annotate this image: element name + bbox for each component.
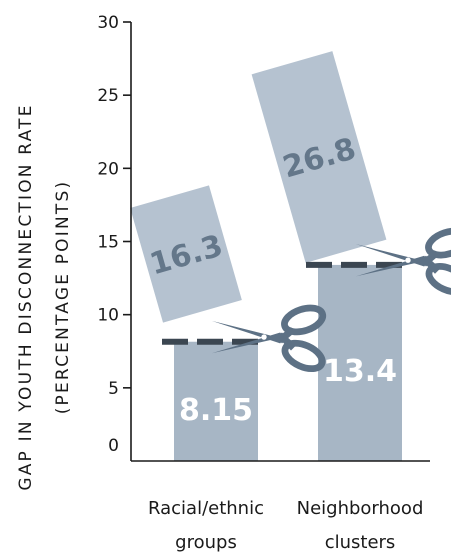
scissors-pivot <box>261 334 267 340</box>
scissors-handle <box>281 339 326 373</box>
axes: 0 5 10 15 20 25 30 Racial/ethnic groups Neighborh… <box>97 13 430 553</box>
y-tick-label: 25 <box>97 86 119 106</box>
category-label-line1: Neighborhood <box>297 498 424 519</box>
category-label-line2: groups <box>175 532 237 553</box>
scissors-handle <box>425 263 451 296</box>
y-axis-title-line1: GAP IN YOUTH DISCONNECTION RATE <box>16 103 36 490</box>
category-label-line2: clusters <box>325 532 396 553</box>
cut-piece-rect <box>251 51 387 263</box>
category-label-line1: Racial/ethnic <box>148 498 264 519</box>
y-axis-title-line2: (PERCENTAGE POINTS) <box>53 180 73 415</box>
y-tick-label: 0 <box>108 436 119 456</box>
bar-value-label: 8.15 <box>179 393 253 428</box>
bar <box>174 341 258 461</box>
scissors-handle <box>425 227 451 259</box>
y-tick-label: 15 <box>97 233 119 253</box>
scissors-icon <box>211 304 327 373</box>
plot-area: 16.326.8 8.15 13.4 <box>130 51 451 461</box>
y-tick-label: 5 <box>108 379 119 399</box>
y-tick-label: 30 <box>97 13 119 33</box>
bar-value-label: 13.4 <box>323 354 397 389</box>
cut-piece: 16.3 <box>130 185 242 323</box>
scissors-icon <box>355 227 451 296</box>
scissors-handle <box>281 304 327 336</box>
scissors-pivot <box>405 257 411 263</box>
cut-piece: 26.8 <box>251 51 387 263</box>
y-tick-label: 10 <box>97 306 119 326</box>
y-axis-title: GAP IN YOUTH DISCONNECTION RATE (PERCENT… <box>16 103 73 490</box>
y-tick-label: 20 <box>97 159 119 179</box>
bar <box>318 264 402 461</box>
cut-piece-rect <box>130 185 242 323</box>
